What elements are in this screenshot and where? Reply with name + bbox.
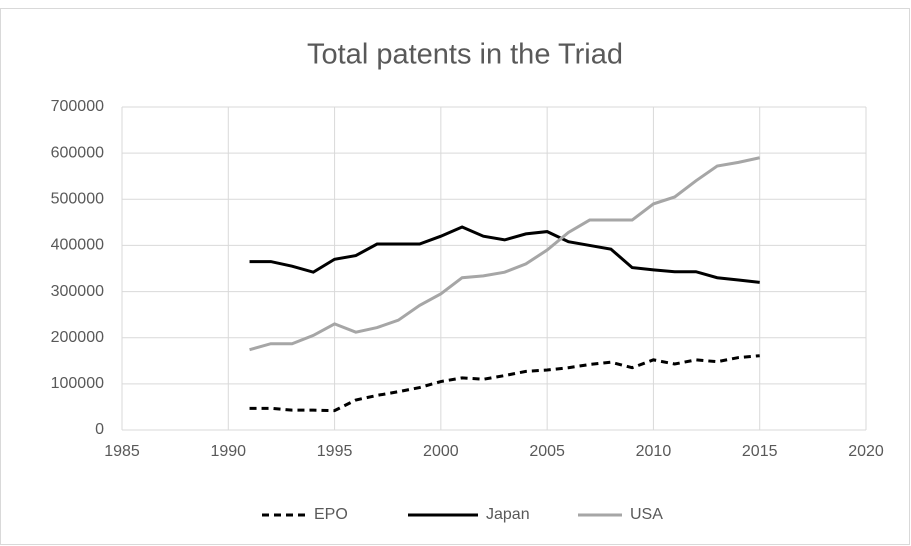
y-tick-label: 600000 <box>51 144 104 161</box>
y-tick-label: 500000 <box>51 191 104 208</box>
legend-label: EPO <box>314 506 348 523</box>
y-tick-label: 300000 <box>51 283 104 300</box>
series-line <box>249 156 761 352</box>
series-line <box>249 225 760 284</box>
x-tick-label: 2000 <box>423 443 459 460</box>
y-tick-label: 100000 <box>51 375 104 392</box>
legend-label: USA <box>630 506 663 523</box>
y-tick-label: 400000 <box>51 237 104 254</box>
y-tick-label: 0 <box>95 421 104 438</box>
legend-label: Japan <box>486 506 530 523</box>
chart-title: Total patents in the Triad <box>307 39 623 71</box>
y-tick-label: 200000 <box>51 329 104 346</box>
x-tick-label: 2005 <box>529 443 565 460</box>
x-tick-label: 2015 <box>742 443 778 460</box>
y-tick-label: 700000 <box>51 98 104 115</box>
x-tick-label: 1995 <box>317 443 353 460</box>
x-tick-label: 2020 <box>848 443 884 460</box>
x-tick-label: 2010 <box>636 443 672 460</box>
chart-frame <box>0 8 910 545</box>
x-tick-label: 1985 <box>104 443 140 460</box>
series-line <box>249 354 760 413</box>
x-tick-label: 1990 <box>210 443 246 460</box>
